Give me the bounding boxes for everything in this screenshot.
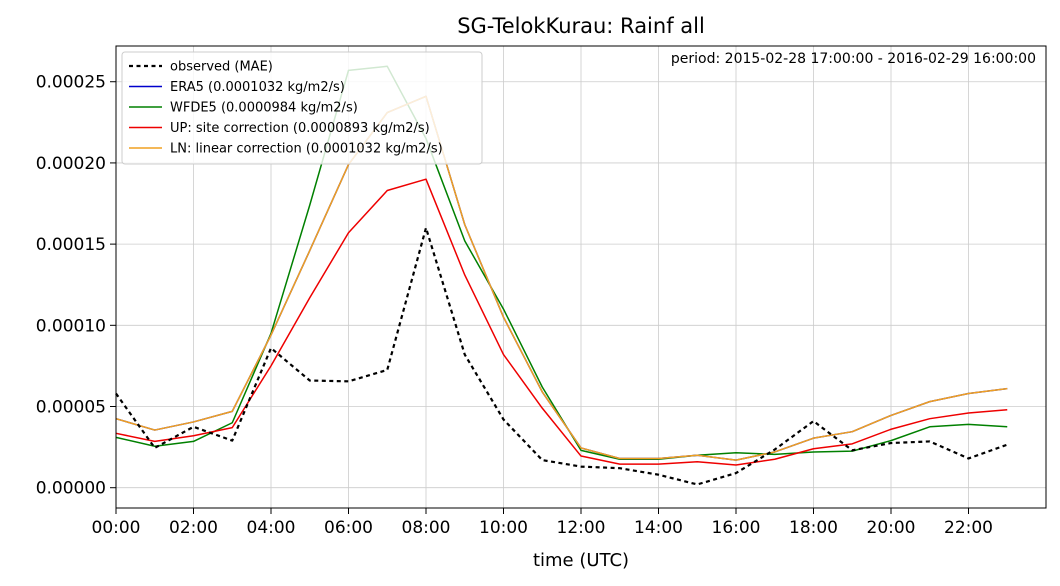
legend-label: LN: linear correction (0.0001032 kg/m2/s…	[170, 142, 443, 157]
series-line-3	[115, 178, 1008, 466]
x-tick-label: 04:00	[247, 518, 296, 538]
grid	[115, 46, 1046, 508]
x-tick-label: 08:00	[402, 518, 451, 538]
legend-label: ERA5 (0.0001032 kg/m2/s)	[170, 80, 345, 95]
y-tick-label: 0.00010	[36, 316, 106, 336]
y-tick-label: 0.00015	[36, 235, 106, 255]
series-layer	[115, 65, 1008, 486]
y-axis: 0.00000 0.00005 0.00010 0.00015 0.00020 0.000…	[36, 73, 116, 499]
x-tick-label: 20:00	[867, 518, 916, 538]
period-annotation: period: 2015-02-28 17:00:00 - 2016-02-29…	[671, 51, 1036, 67]
x-tick-label: 06:00	[324, 518, 373, 538]
x-tick-label: 18:00	[789, 518, 838, 538]
legend-label: UP: site correction (0.0000893 kg/m2/s)	[170, 121, 430, 136]
y-tick-label: 0.00000	[36, 479, 106, 499]
x-tick-label: 14:00	[634, 518, 683, 538]
legend: observed (MAE) ERA5 (0.0001032 kg/m2/s) WF…	[121, 51, 483, 165]
x-tick-label: 02:00	[169, 518, 218, 538]
y-tick-label: 0.00025	[36, 73, 106, 93]
y-tick-label: 0.00005	[36, 398, 106, 418]
legend-label: observed (MAE)	[170, 60, 273, 75]
x-tick-label: 16:00	[712, 518, 761, 538]
legend-label: WFDE5 (0.0000984 kg/m2/s)	[170, 101, 358, 116]
x-tick-label: 00:00	[92, 518, 141, 538]
chart-title: SG-TelokKurau: Rainf all	[457, 14, 705, 38]
legend-box	[121, 51, 483, 165]
series-line-4	[115, 95, 1008, 461]
x-axis-label: time (UTC)	[533, 550, 629, 571]
x-tick-label: 12:00	[557, 518, 606, 538]
x-axis: 00:00 02:00 04:00 06:00 08:00 10:00 12:00 14:00…	[92, 508, 993, 538]
x-tick-label: 22:00	[944, 518, 993, 538]
x-tick-label: 10:00	[479, 518, 528, 538]
y-tick-label: 0.00020	[36, 154, 106, 174]
series-line-0	[115, 226, 1008, 486]
